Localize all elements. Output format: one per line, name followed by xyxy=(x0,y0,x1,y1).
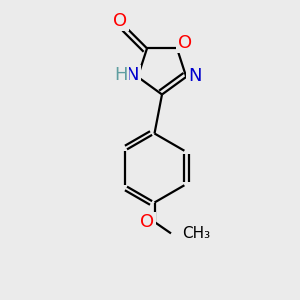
Text: O: O xyxy=(113,12,128,30)
Text: O: O xyxy=(140,213,154,231)
Text: H: H xyxy=(115,66,128,84)
Text: N: N xyxy=(126,66,139,84)
Text: O: O xyxy=(178,34,192,52)
Text: N: N xyxy=(188,67,201,85)
Text: CH₃: CH₃ xyxy=(182,226,211,241)
